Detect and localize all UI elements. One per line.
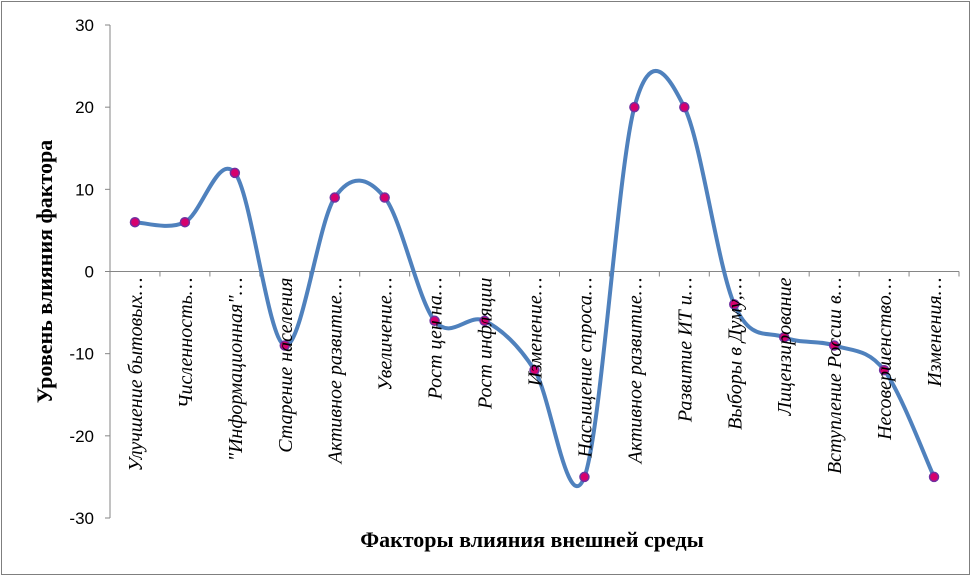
y-axis-title: Уровень влияния фактора <box>32 140 57 403</box>
data-point <box>279 340 291 351</box>
category-label: Численность… <box>175 278 197 409</box>
category-label: Лицензирование <box>774 277 796 416</box>
data-point <box>778 331 790 343</box>
y-tick-label: 20 <box>75 98 94 117</box>
category-label: Несовершенство… <box>874 278 896 441</box>
data-point <box>129 216 141 228</box>
data-point <box>379 192 390 203</box>
category-label: Улучшение бытовых… <box>125 278 147 472</box>
category-label: Развитие ИТ и… <box>674 278 696 424</box>
category-label: Старение населения <box>275 278 297 453</box>
x-axis-title: Факторы влияния внешней среды <box>360 527 704 552</box>
category-label: Изменения… <box>924 278 946 388</box>
series-line <box>132 69 937 489</box>
data-point <box>729 299 740 310</box>
x-tick-group <box>109 271 960 277</box>
marker-group <box>129 101 940 483</box>
y-tick-label: 0 <box>85 263 94 282</box>
data-point <box>179 216 191 228</box>
y-tick-label: -30 <box>69 509 94 528</box>
category-label-group: Улучшение бытовых… Численность… "Информаци… <box>125 277 946 474</box>
category-label: Рост цен на… <box>425 278 447 401</box>
category-label: Насыщение спроса… <box>574 278 596 459</box>
category-label: Увеличение… <box>375 278 397 391</box>
data-point <box>679 101 690 113</box>
data-point <box>928 471 940 483</box>
data-point <box>629 101 640 113</box>
data-point <box>479 315 490 327</box>
category-label: Активное развитие… <box>325 278 347 466</box>
y-tick-label: 10 <box>75 180 94 199</box>
y-tick-label: 30 <box>75 16 94 35</box>
data-point <box>229 167 241 179</box>
category-label: Изменение… <box>525 278 547 388</box>
y-tick-label: -20 <box>69 427 94 446</box>
data-point <box>329 192 340 203</box>
category-label: Выборы в Думу,… <box>724 278 746 430</box>
y-tick-group: 30 20 10 0 -10 -20 -30 <box>69 16 110 528</box>
category-label: Вступление России в… <box>824 277 846 474</box>
category-label: Рост инфляции <box>475 278 497 410</box>
data-point <box>429 315 440 327</box>
data-point <box>529 364 540 376</box>
category-label: "Информационная"… <box>225 278 247 462</box>
data-point <box>579 471 590 483</box>
y-tick-label: -10 <box>69 345 94 364</box>
category-label: Активное развитие… <box>624 278 646 466</box>
data-point <box>878 364 890 376</box>
data-point <box>828 340 840 351</box>
